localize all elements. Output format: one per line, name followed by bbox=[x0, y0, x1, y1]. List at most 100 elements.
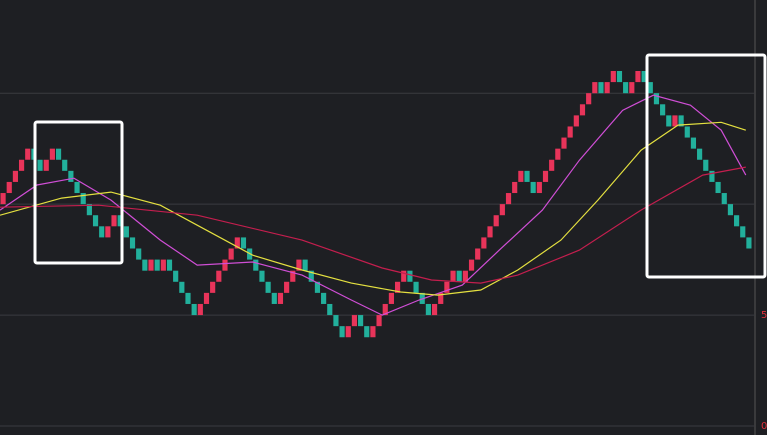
brick bbox=[413, 281, 419, 293]
brick bbox=[166, 259, 173, 271]
brick bbox=[129, 237, 136, 249]
brick bbox=[468, 259, 475, 271]
brick bbox=[253, 259, 259, 271]
brick bbox=[364, 326, 370, 338]
brick bbox=[425, 303, 431, 316]
brick bbox=[345, 326, 351, 338]
brick bbox=[284, 281, 290, 293]
brick bbox=[629, 82, 635, 94]
brick bbox=[265, 281, 271, 293]
brick bbox=[518, 170, 524, 182]
brick bbox=[302, 259, 308, 271]
brick bbox=[376, 315, 382, 327]
brick bbox=[370, 326, 376, 338]
brick bbox=[740, 226, 746, 238]
brick bbox=[290, 270, 296, 282]
brick bbox=[462, 270, 468, 282]
brick bbox=[690, 137, 697, 149]
brick bbox=[703, 159, 709, 171]
brick bbox=[111, 215, 117, 227]
brick bbox=[105, 226, 111, 238]
brick bbox=[431, 303, 438, 316]
brick bbox=[222, 259, 228, 271]
brick bbox=[456, 270, 462, 282]
brick bbox=[228, 248, 234, 260]
brick bbox=[173, 270, 179, 282]
brick bbox=[499, 204, 505, 216]
brick bbox=[18, 159, 25, 171]
brick bbox=[487, 226, 493, 238]
brick bbox=[185, 292, 191, 304]
brick bbox=[734, 215, 740, 227]
grid bbox=[0, 92, 755, 427]
brick bbox=[549, 159, 555, 171]
y-tick-label: 5 bbox=[761, 310, 767, 321]
brick bbox=[351, 315, 358, 327]
brick bbox=[154, 259, 160, 271]
brick bbox=[678, 115, 684, 127]
brick bbox=[339, 326, 345, 338]
brick bbox=[746, 237, 752, 249]
brick bbox=[179, 281, 185, 293]
brick bbox=[99, 226, 105, 238]
brick bbox=[512, 181, 518, 194]
brick bbox=[197, 303, 203, 316]
brick bbox=[536, 181, 542, 194]
brick bbox=[555, 148, 561, 160]
brick bbox=[92, 215, 99, 227]
brick bbox=[271, 292, 277, 304]
brick bbox=[117, 215, 123, 227]
brick bbox=[530, 181, 536, 194]
brick bbox=[160, 259, 166, 271]
brick bbox=[524, 170, 530, 182]
brick bbox=[308, 270, 314, 282]
brick bbox=[493, 215, 499, 227]
brick bbox=[80, 193, 86, 205]
brick bbox=[653, 93, 660, 105]
highlight-box bbox=[645, 53, 767, 279]
brick bbox=[388, 292, 394, 304]
brick bbox=[142, 259, 148, 271]
brick bbox=[321, 292, 327, 304]
brick bbox=[684, 126, 690, 138]
brick bbox=[616, 71, 623, 83]
brick bbox=[148, 259, 154, 271]
brick bbox=[709, 170, 715, 182]
brick bbox=[444, 281, 450, 293]
brick bbox=[43, 159, 49, 171]
brick bbox=[567, 126, 573, 138]
brick bbox=[579, 104, 586, 116]
brick bbox=[0, 193, 6, 205]
brick bbox=[604, 82, 610, 94]
brick bbox=[401, 270, 407, 282]
brick bbox=[296, 259, 302, 271]
moving-averages bbox=[0, 94, 747, 316]
y-axis: 05 bbox=[761, 310, 767, 432]
brick bbox=[327, 303, 333, 316]
brick bbox=[234, 237, 240, 249]
highlight-box bbox=[33, 120, 124, 265]
brick bbox=[240, 237, 247, 249]
brick bbox=[191, 303, 197, 316]
ma-line bbox=[0, 166, 746, 284]
brick bbox=[592, 82, 598, 94]
brick bbox=[542, 170, 549, 182]
brick bbox=[721, 193, 727, 205]
brick bbox=[12, 170, 18, 182]
ma-line bbox=[0, 121, 746, 296]
bricks bbox=[0, 71, 752, 338]
brick bbox=[561, 137, 567, 149]
brick bbox=[25, 148, 31, 160]
brick bbox=[715, 181, 721, 194]
brick bbox=[641, 71, 647, 83]
brick bbox=[259, 270, 265, 282]
brick bbox=[86, 204, 92, 216]
brick bbox=[123, 226, 129, 238]
brick bbox=[382, 303, 388, 316]
brick bbox=[6, 181, 12, 194]
brick bbox=[623, 82, 629, 94]
brick bbox=[666, 115, 672, 127]
brick bbox=[647, 82, 653, 94]
brick bbox=[216, 270, 222, 282]
y-tick-label: 0 bbox=[761, 421, 767, 432]
